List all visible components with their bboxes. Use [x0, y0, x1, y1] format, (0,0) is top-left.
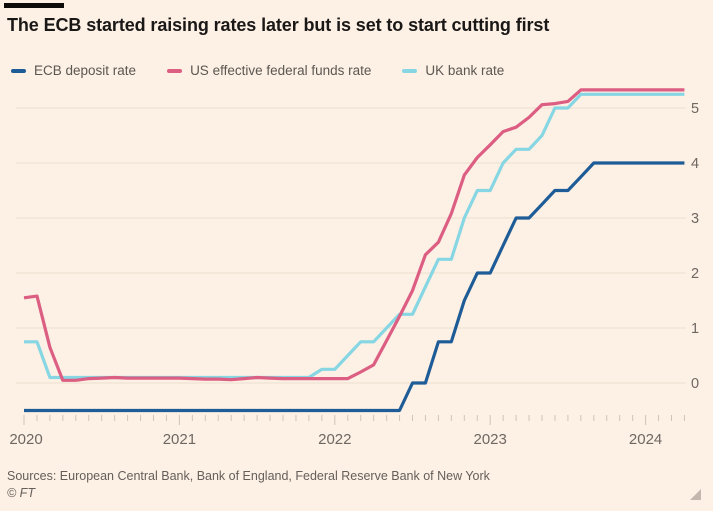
x-axis-label: 2021	[163, 431, 196, 448]
y-axis-label: 1	[691, 321, 699, 337]
x-axis-label: 2023	[474, 431, 507, 448]
resize-corner-icon	[690, 489, 701, 500]
legend-item-1: US effective federal funds rate	[167, 63, 371, 78]
legend-swatch-icon	[402, 68, 418, 73]
series-line-1	[23, 88, 685, 382]
series-line-0	[24, 161, 685, 413]
legend-label: UK bank rate	[425, 63, 505, 78]
legend-label: US effective federal funds rate	[190, 63, 372, 78]
ft-brand-bar	[4, 3, 64, 8]
legend: ECB deposit rate US effective federal fun…	[11, 63, 504, 78]
legend-label: ECB deposit rate	[34, 63, 137, 78]
y-axis-label: 0	[691, 376, 699, 392]
ft-credit: © FT	[7, 486, 35, 500]
legend-swatch-icon	[11, 68, 26, 73]
legend-item-2: UK bank rate	[402, 63, 504, 78]
y-axis-label: 4	[691, 156, 699, 172]
sources-text: Sources: European Central Bank, Bank of …	[7, 469, 490, 483]
x-axis-label: 2022	[318, 431, 351, 448]
x-axis-label: 2020	[9, 431, 42, 448]
y-axis-label: 2	[691, 266, 699, 282]
series-line-2	[24, 92, 685, 380]
y-axis-label: 3	[691, 211, 699, 227]
x-axis-label: 2024	[629, 431, 662, 448]
legend-item-0: ECB deposit rate	[11, 63, 136, 78]
chart-title: The ECB started raising rates later but …	[7, 15, 550, 35]
y-axis-label: 5	[691, 101, 699, 117]
legend-swatch-icon	[167, 68, 183, 73]
